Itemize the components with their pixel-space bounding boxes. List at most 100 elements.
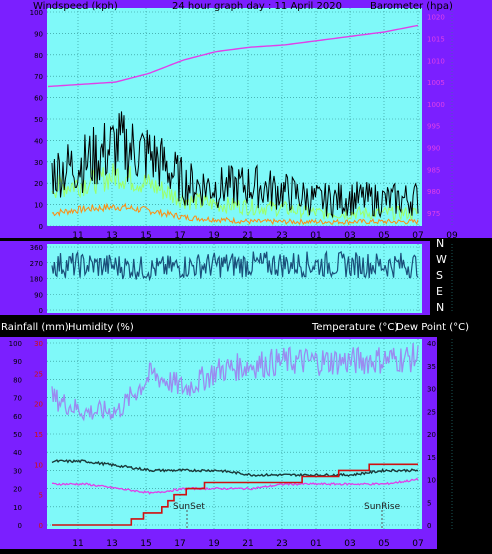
humidity-tick-label: 20 [13,486,22,494]
humidity-tick-label: 90 [13,358,22,366]
y-tick-label: 270 [30,260,43,268]
y2-tick-label: 1015 [427,36,445,44]
x-tick-label: 13 [106,231,117,241]
temperature-tick-label: 40 [427,340,436,348]
y2-tick-label: 1000 [427,101,445,109]
rain-tick-label: 25 [34,370,43,378]
y-tick-label: 50 [34,116,43,124]
x-tick-label: 09 [446,231,458,241]
gust-wind-series [51,111,419,219]
temperature-tick-label: 5 [427,499,431,507]
x-tick-label: 03 [344,539,355,549]
temperature-tick-label: 25 [427,408,436,416]
x-tick-label: 13 [106,539,117,549]
y2-tick-label: 975 [427,210,440,218]
x-tick-label: 23 [276,231,287,241]
temperature-tick-label: 35 [427,363,436,371]
y-tick-label: 80 [34,52,43,60]
avg-wind-series [51,163,419,222]
humidity-tick-label: 70 [13,395,22,403]
y-tick-label: 40 [34,137,43,145]
direction-letter: N [436,237,444,250]
dewpoint-label: Dew Point (°C) [396,322,469,333]
temperature-tick-label: 0 [427,522,431,530]
rainfall-label: Rainfall (mm) [1,322,69,333]
direction-series [51,249,419,282]
y2-tick-label: 1010 [427,57,445,65]
x-tick-label: 17 [174,539,185,549]
rain-tick-label: 15 [34,431,43,439]
humidity-tick-label: 0 [18,522,22,530]
temperature-series [51,459,419,478]
y-tick-label: 60 [34,95,43,103]
humidity-tick-label: 40 [13,449,22,457]
x-tick-label: 07 [412,231,423,241]
direction-letter: E [436,285,443,298]
y-tick-label: 100 [30,9,43,17]
dewpoint-series [51,477,419,495]
x-tick-label: 05 [378,231,389,241]
y2-tick-label: 1020 [427,14,445,22]
x-tick-label: 15 [140,231,151,241]
right-axis-title: Barometer (hpa) [370,1,453,12]
rain-tick-label: 20 [34,401,43,409]
x-tick-label: 21 [242,539,253,549]
x-tick-label: 05 [378,539,389,549]
x-tick-label: 15 [140,539,151,549]
y2-tick-label: 980 [427,188,440,196]
rain-tick-label: 5 [39,492,43,500]
temperature-tick-label: 30 [427,386,436,394]
direction-letter: S [436,269,443,282]
y2-tick-label: 985 [427,166,440,174]
low-wind-series [51,202,419,226]
x-tick-label: 09 [446,539,458,549]
x-tick-label: 23 [276,539,287,549]
humidity-tick-label: 50 [13,431,22,439]
x-tick-label: 11 [72,231,83,241]
y2-tick-label: 990 [427,145,440,153]
humidity-series [51,342,419,422]
y-tick-label: 70 [34,73,43,81]
y-tick-label: 0 [39,307,43,315]
humidity-tick-label: 10 [13,504,22,512]
temperature-tick-label: 10 [427,477,436,485]
humidity-tick-label: 60 [13,413,22,421]
x-tick-label: 21 [242,231,253,241]
barometer-series [47,24,419,88]
graph-title: 24 hour graph day : 11 April 2020 [172,1,342,12]
humidity-tick-label: 100 [9,340,22,348]
y-tick-label: 10 [34,202,43,210]
x-tick-label: 01 [310,231,321,241]
x-tick-label: 19 [208,539,220,549]
x-tick-label: 01 [310,539,321,549]
y2-tick-label: 1005 [427,79,445,87]
direction-letter: N [436,301,444,314]
sunrise-annotation: SunRise [364,502,401,512]
direction-letter: W [436,253,447,266]
temperature-tick-label: 15 [427,454,436,462]
x-tick-label: 07 [412,539,423,549]
rain-tick-label: 30 [34,340,43,348]
x-tick-label: 19 [208,231,220,241]
x-tick-label: 03 [344,231,355,241]
y-tick-label: 90 [34,30,43,38]
temperature-tick-label: 20 [427,431,436,439]
humidity-label: Humidity (%) [68,322,134,333]
humidity-tick-label: 80 [13,376,22,384]
y2-tick-label: 995 [427,123,440,131]
y-tick-label: 180 [30,276,43,284]
rain-series [52,463,418,526]
rain-tick-label: 0 [39,522,43,530]
y-tick-label: 90 [34,291,43,299]
humidity-tick-label: 30 [13,467,22,475]
rain-tick-label: 10 [34,461,43,469]
y-tick-label: 20 [34,180,43,188]
y-tick-label: 360 [30,244,43,252]
sunset-annotation: SunSet [173,502,205,512]
temperature-label: Temperature (°C) [311,322,398,333]
y-tick-label: 30 [34,159,43,167]
x-tick-label: 11 [72,539,83,549]
left-axis-title: Windspeed (kph) [33,1,118,12]
x-tick-label: 17 [174,231,185,241]
